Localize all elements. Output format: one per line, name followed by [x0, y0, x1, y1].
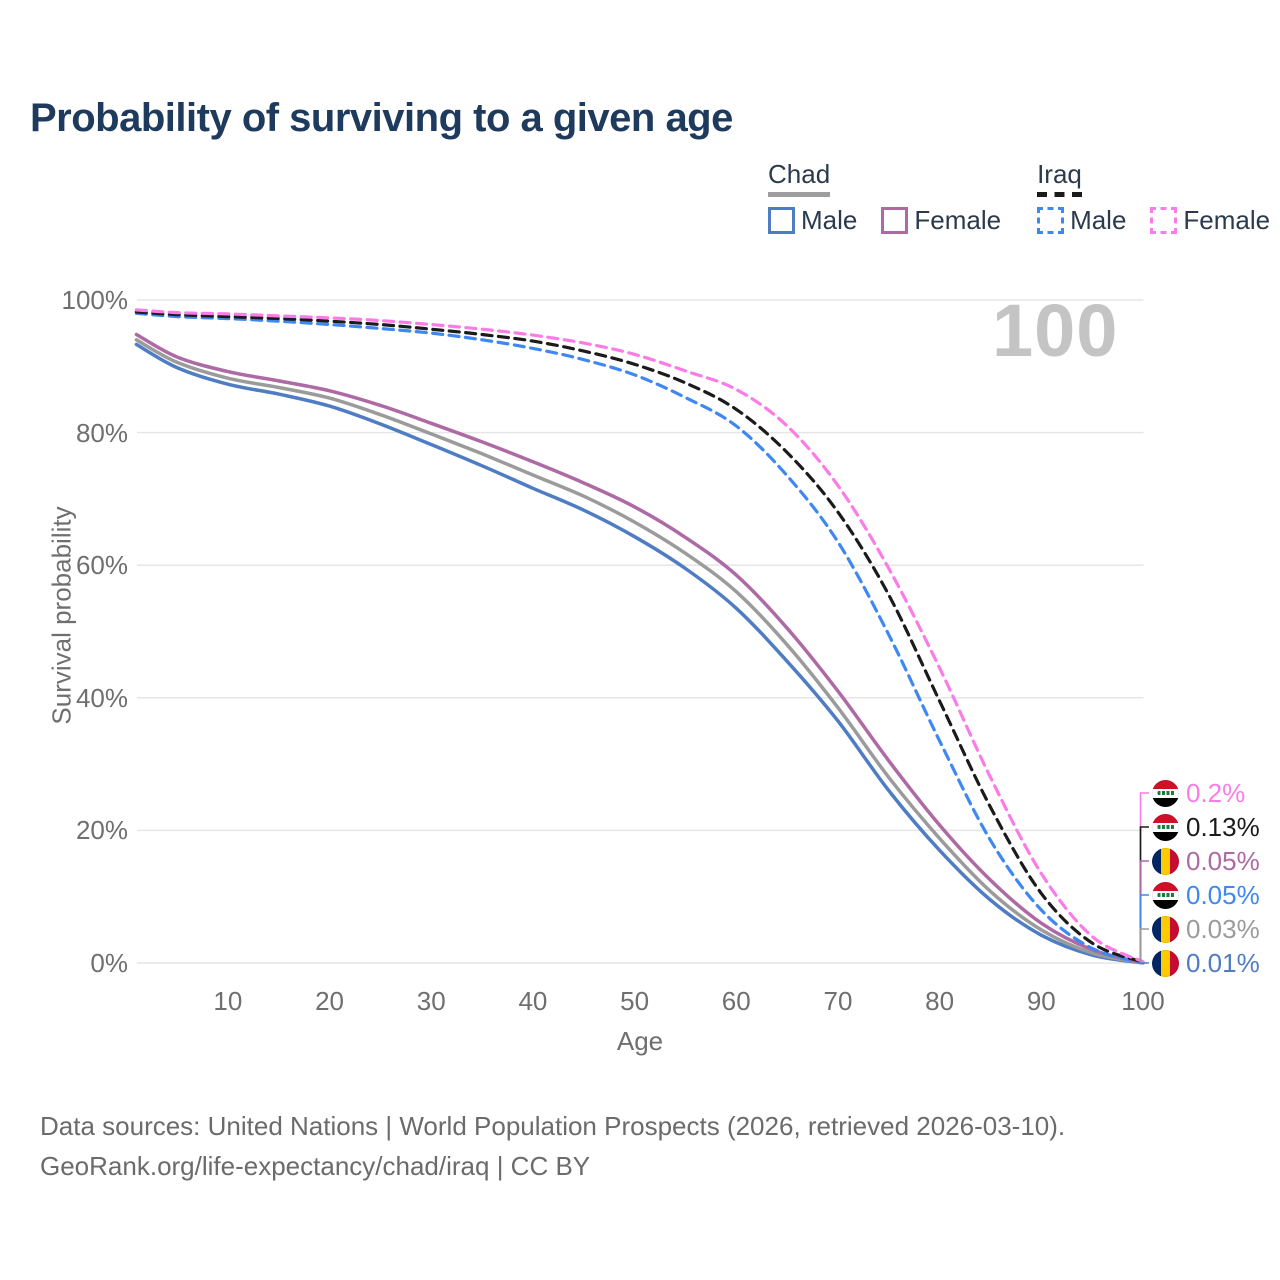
end-label-leader-line [1139, 860, 1149, 963]
legend-items-chad: Male Female [768, 205, 1001, 236]
x-tick-label: 50 [620, 986, 650, 1016]
x-tick-label: 70 [823, 986, 853, 1016]
hover-age-watermark: 100 [992, 289, 1119, 372]
page-title: Probability of surviving to a given age [30, 96, 733, 140]
x-tick-label: 10 [213, 986, 243, 1016]
end-label-chad-male: 0.01% [1152, 948, 1260, 978]
iraq-flag-icon [1152, 813, 1179, 841]
legend-group-chad: Chad Male Female [768, 159, 1001, 236]
x-tick-label: 90 [1026, 986, 1056, 1016]
legend-country-iraq[interactable]: Iraq [1037, 159, 1082, 197]
series-line-chad-male[interactable] [134, 342, 1145, 965]
series-line-chad-both[interactable] [134, 338, 1145, 965]
series-line-chad-female[interactable] [134, 332, 1145, 965]
y-axis-title: Survival probability [46, 506, 77, 725]
end-label-value: 0.2% [1186, 777, 1246, 808]
end-label-value: 0.05% [1186, 845, 1260, 876]
takbir-mark [1157, 791, 1174, 795]
end-label-value: 0.01% [1186, 947, 1260, 978]
y-tick-label: 0% [90, 948, 128, 978]
iraq-flag-icon [1152, 881, 1179, 909]
x-tick-label: 40 [518, 986, 548, 1016]
end-label-leader-line [1139, 792, 1149, 962]
y-tick-label: 40% [75, 682, 128, 713]
end-label-iraq-male: 0.05% [1152, 880, 1260, 910]
y-tick-label: 60% [75, 550, 128, 581]
series-line-iraq-female[interactable] [134, 308, 1145, 964]
end-label-iraq-female: 0.2% [1152, 778, 1245, 808]
legend-swatch-icon [1150, 206, 1178, 234]
legend-swatch-icon [768, 206, 795, 234]
legend-items-iraq: Male Female [1037, 205, 1270, 236]
takbir-mark [1157, 825, 1174, 829]
x-tick-label: 60 [721, 986, 751, 1016]
legend-item-iraq-male[interactable]: Male [1037, 205, 1126, 236]
legend-item-chad-female[interactable]: Female [881, 205, 1001, 236]
x-tick-label: 100 [1121, 986, 1165, 1016]
legend-swatch-icon [881, 206, 909, 234]
end-label-chad-both-sexes: 0.03% [1152, 914, 1260, 944]
end-label-value: 0.13% [1186, 811, 1260, 842]
series-line-iraq-male[interactable] [134, 311, 1145, 965]
chad-flag-icon [1152, 847, 1179, 875]
legend-item-label: Female [914, 204, 1002, 235]
chad-flag-icon [1152, 915, 1179, 943]
series-line-iraq-both[interactable] [134, 310, 1145, 964]
end-label-leader-line [1139, 928, 1149, 963]
legend-item-label: Male [1070, 204, 1127, 235]
end-label-iraq-both-sexes: 0.13% [1152, 812, 1260, 842]
end-label-chad-female: 0.05% [1152, 846, 1260, 876]
end-label-value: 0.03% [1186, 913, 1260, 944]
legend-group-iraq: Iraq Male Female [1037, 159, 1270, 236]
footer-sources: Data sources: United Nations | World Pop… [40, 1111, 1066, 1141]
legend-item-iraq-female[interactable]: Female [1150, 205, 1270, 236]
legend-item-label: Female [1183, 204, 1271, 235]
legend-country-chad[interactable]: Chad [768, 159, 831, 197]
end-label-value: 0.05% [1186, 879, 1260, 910]
y-tick-label: 20% [75, 815, 128, 846]
x-tick-label: 20 [315, 986, 344, 1016]
y-tick-label: 80% [75, 417, 128, 448]
chad-flag-icon [1152, 949, 1179, 977]
x-tick-label: 80 [925, 986, 955, 1016]
x-axis-title: Age [616, 1026, 664, 1056]
legend-item-label: Male [801, 204, 858, 235]
footer-link[interactable]: GeoRank.org/life-expectancy/chad/iraq | … [40, 1151, 591, 1181]
takbir-mark [1157, 893, 1174, 897]
footer: Data sources: United Nations | World Pop… [40, 1106, 1065, 1186]
iraq-flag-icon [1152, 779, 1179, 807]
x-tick-label: 30 [416, 986, 446, 1016]
y-tick-label: 100% [61, 285, 129, 315]
legend-swatch-icon [1037, 206, 1065, 234]
legend-item-chad-male[interactable]: Male [768, 205, 857, 236]
legend: Chad Male Female Iraq Male Female [768, 159, 1270, 236]
